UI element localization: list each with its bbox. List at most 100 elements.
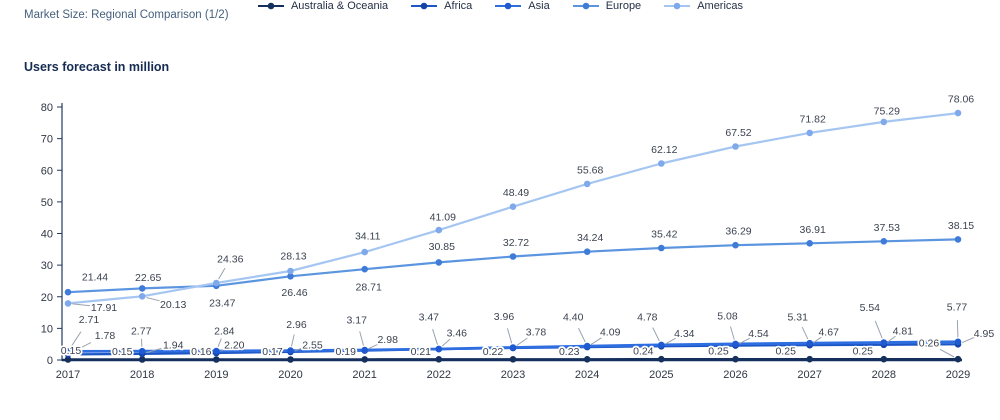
legend-item-americas: Americas <box>663 0 743 12</box>
x-tick-label: 2018 <box>130 369 154 381</box>
legend-line-marker-icon <box>664 2 691 10</box>
point-label: 2.71 <box>79 314 100 326</box>
point-label: 71.82 <box>800 113 826 125</box>
point-label: 0.23 <box>559 346 580 358</box>
data-point <box>806 355 813 363</box>
y-tick-label: 40 <box>41 229 53 241</box>
point-label: 5.54 <box>860 302 881 314</box>
leader-line <box>146 297 162 302</box>
point-label: 0.25 <box>775 346 796 358</box>
legend-label: Africa <box>444 0 473 12</box>
point-label: 38.15 <box>948 220 974 232</box>
data-point <box>880 238 888 245</box>
data-point <box>361 248 369 256</box>
point-label: 0.24 <box>633 346 654 358</box>
point-label: 2.55 <box>302 339 323 351</box>
leader-line <box>218 267 226 280</box>
data-point <box>583 356 591 363</box>
leader-line <box>665 337 676 345</box>
x-tick-label: 2026 <box>723 369 747 381</box>
point-label: 34.24 <box>577 232 603 244</box>
series-americas-line <box>64 109 962 307</box>
data-point <box>138 293 146 300</box>
leader-line <box>70 331 82 348</box>
point-label: 4.95 <box>974 328 995 340</box>
legend-label: Asia <box>528 0 550 12</box>
legend-item-australia-oceania: Australia & Oceania <box>257 0 388 12</box>
data-point <box>880 339 888 346</box>
data-point <box>509 253 517 260</box>
data-point <box>138 347 146 355</box>
data-point <box>361 356 369 363</box>
data-point <box>732 241 739 249</box>
data-point <box>583 248 591 255</box>
leader-line <box>939 348 955 358</box>
point-label: 2.77 <box>131 326 152 338</box>
point-label: 30.85 <box>429 241 455 253</box>
data-point <box>806 129 813 137</box>
page-title: Market Size: Regional Comparison (1/2) <box>24 9 229 21</box>
point-label: 2.96 <box>286 319 307 331</box>
data-point <box>880 355 888 363</box>
leader-line <box>590 337 602 346</box>
legend-line-marker-icon <box>572 2 599 10</box>
leader-line <box>730 326 735 340</box>
point-label: 0.26 <box>919 338 940 350</box>
leader-line <box>652 327 660 342</box>
x-tick-label: 2019 <box>204 369 228 381</box>
leader-line <box>961 337 975 344</box>
point-label: 36.29 <box>725 226 751 238</box>
data-point <box>287 267 294 275</box>
data-point <box>658 244 665 252</box>
point-label: 1.94 <box>163 339 184 351</box>
point-label: 26.46 <box>281 287 307 299</box>
leader-line <box>432 329 438 345</box>
leader-line <box>291 334 295 347</box>
legend-line-marker-icon <box>495 2 522 10</box>
data-point <box>583 180 591 188</box>
data-point <box>213 347 220 355</box>
point-label: 5.31 <box>787 312 808 324</box>
y-tick-label: 0 <box>47 355 53 367</box>
data-point <box>954 338 962 346</box>
leader-line <box>72 303 91 307</box>
point-label: 62.12 <box>651 144 677 156</box>
data-point <box>732 143 739 150</box>
point-label: 0.15 <box>112 346 133 358</box>
point-label: 20.13 <box>160 299 186 311</box>
data-point <box>658 341 665 349</box>
point-label: 4.54 <box>748 328 769 340</box>
point-label: 2.84 <box>214 326 235 338</box>
data-point <box>880 118 888 126</box>
point-label: 0.19 <box>335 346 356 358</box>
x-tick-label: 2022 <box>427 369 451 381</box>
legend-item-europe: Europe <box>572 0 641 12</box>
data-point <box>213 356 220 363</box>
data-point <box>658 355 665 363</box>
point-label: 3.96 <box>494 311 515 323</box>
point-label: 3.46 <box>447 328 468 340</box>
data-point <box>806 339 813 347</box>
point-label: 28.71 <box>356 282 382 294</box>
data-point <box>361 265 369 273</box>
data-point <box>435 226 443 234</box>
leader-line <box>516 337 528 346</box>
data-point <box>954 355 962 363</box>
leader-line <box>220 347 228 352</box>
point-label: 4.34 <box>674 328 695 340</box>
point-label: 0.22 <box>483 346 504 358</box>
data-point <box>64 300 72 307</box>
leader-line <box>506 328 513 344</box>
data-point <box>287 273 294 280</box>
point-label: 3.47 <box>419 312 440 324</box>
legend-item-asia: Asia <box>494 0 550 12</box>
point-label: 4.67 <box>818 327 839 339</box>
x-tick-label: 2023 <box>501 369 525 381</box>
legend-line-marker-icon <box>411 2 438 10</box>
leader-line <box>578 327 586 343</box>
point-label: 0.15 <box>61 345 82 357</box>
leader-line <box>359 331 364 346</box>
data-point <box>435 259 443 266</box>
point-label: 36.91 <box>800 224 826 236</box>
x-axis: 2017 2018 2019 2020 2021 2022 2023 2024 2025 2026… <box>56 358 970 381</box>
